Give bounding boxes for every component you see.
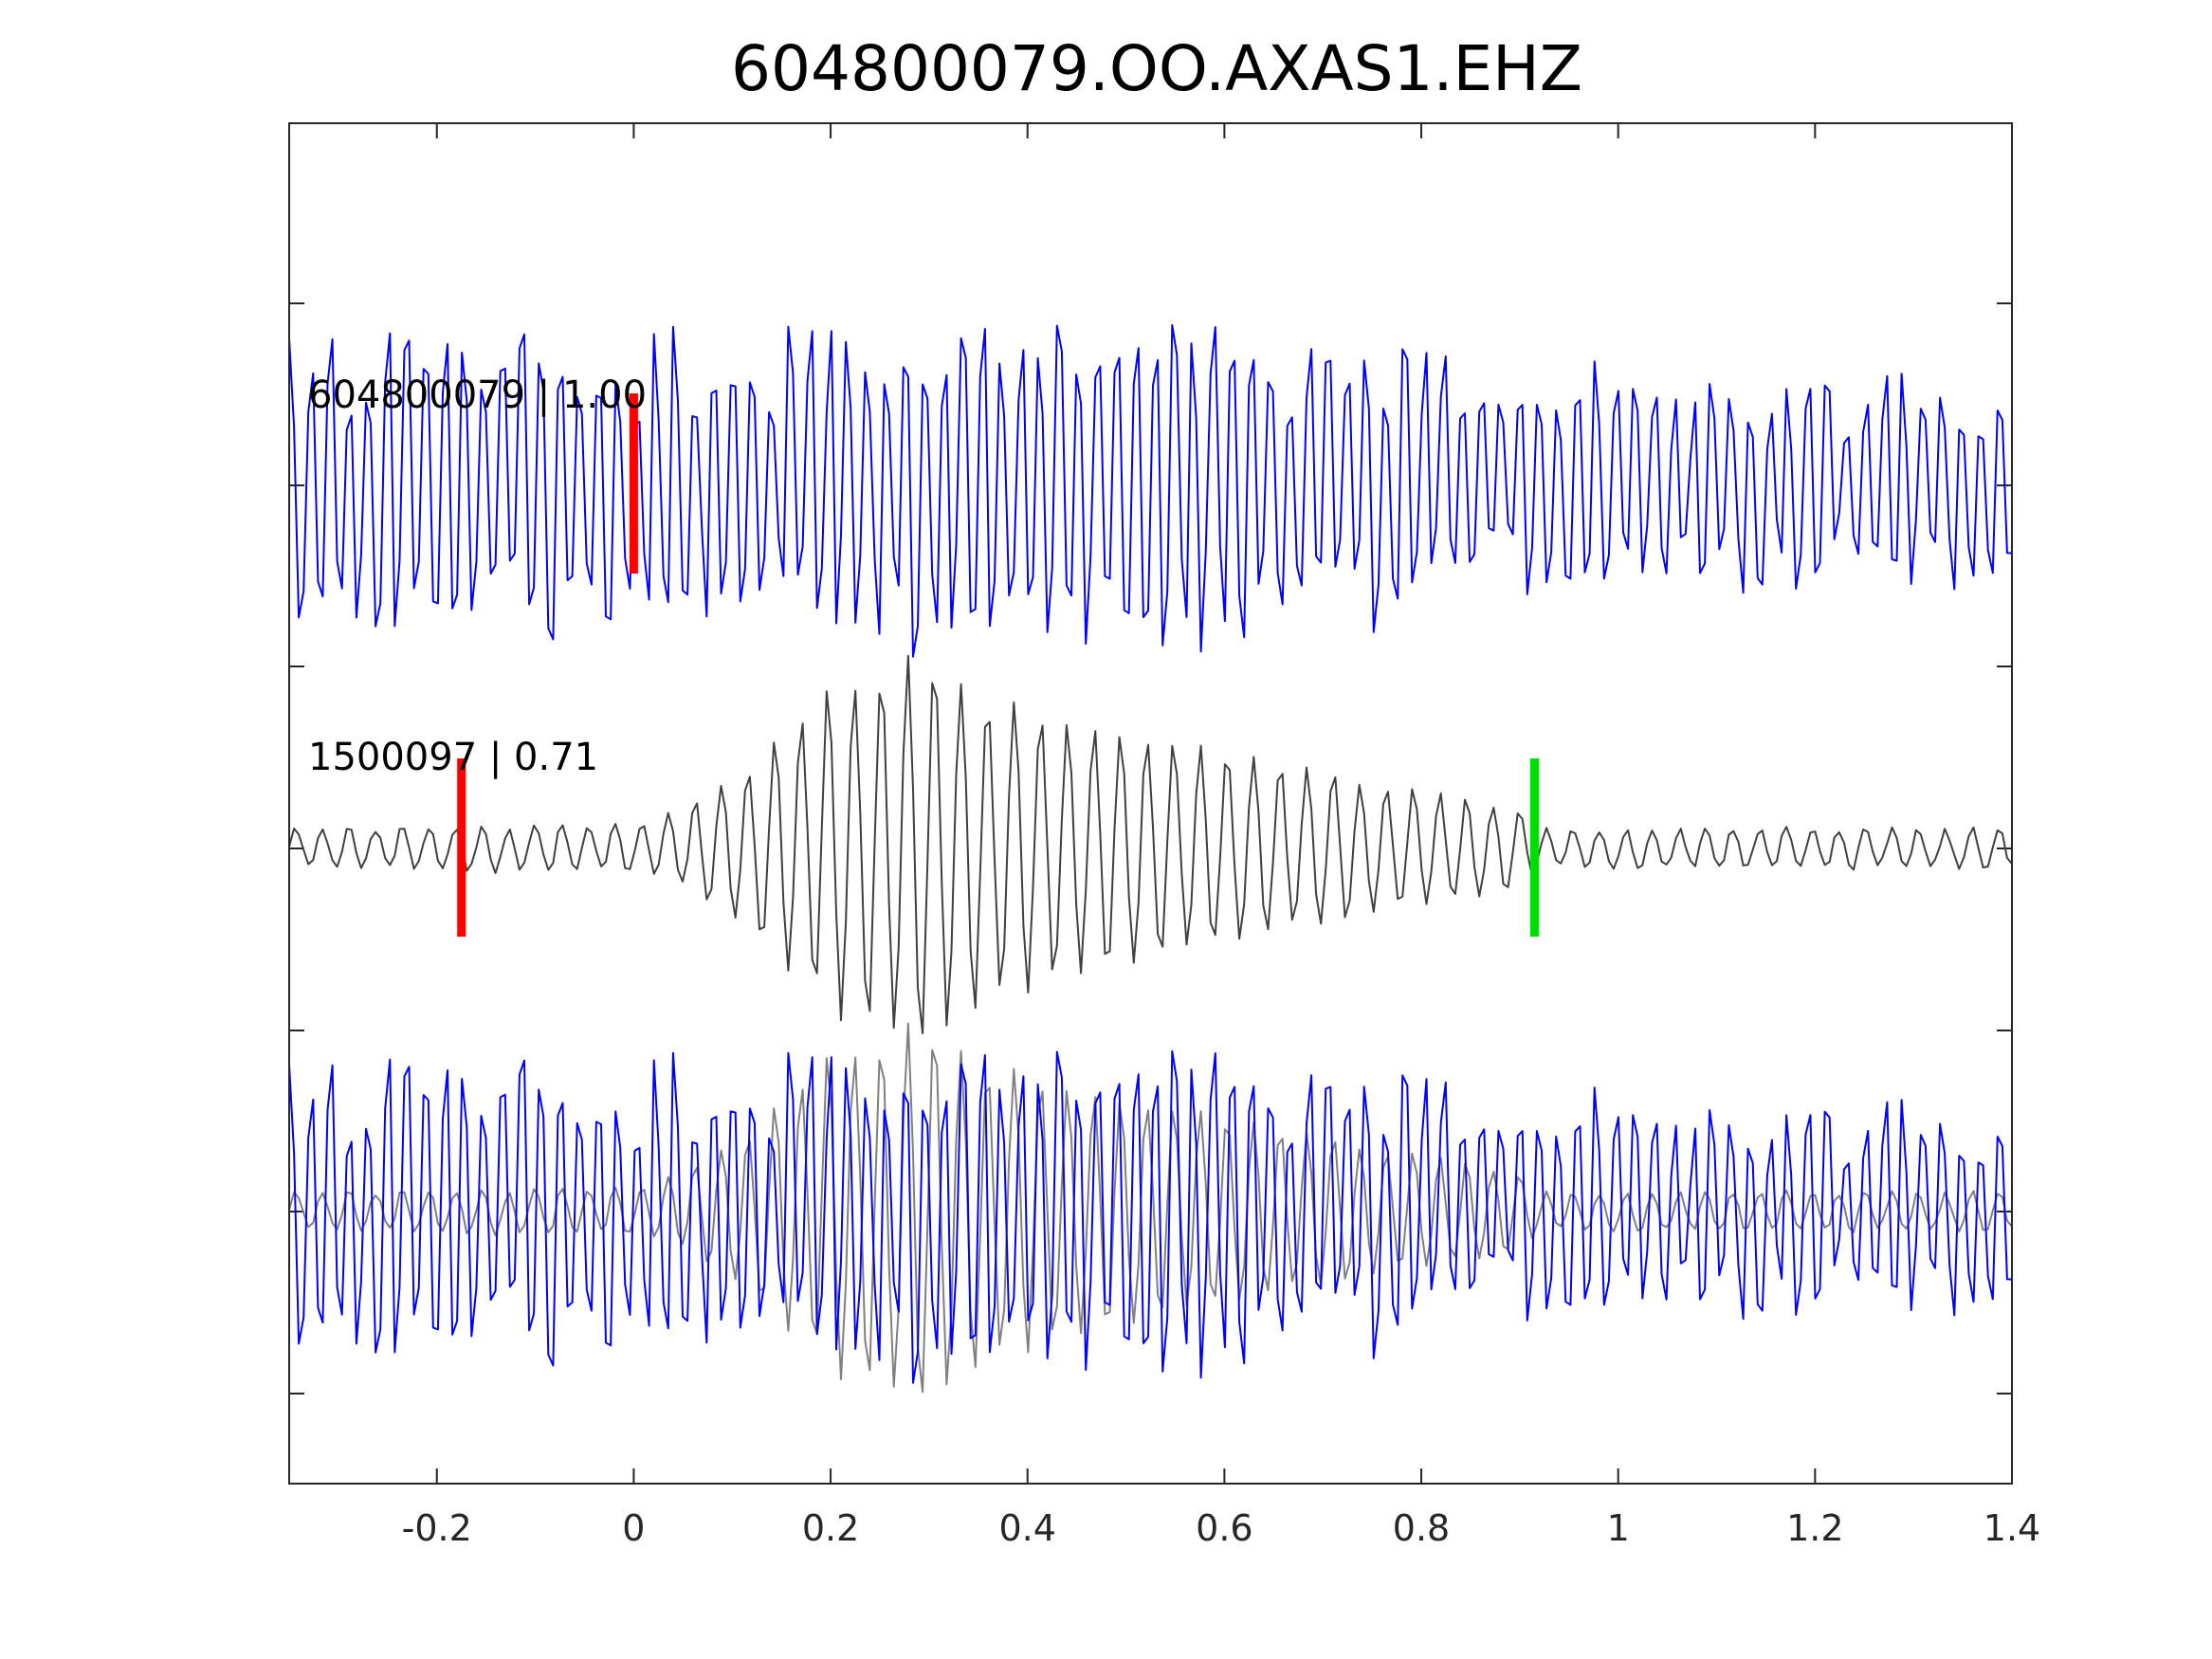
target-trace-line (288, 323, 2013, 658)
trace-label: 604800079 | 1.00 (308, 374, 647, 417)
template-trace-line (288, 654, 2013, 1034)
trace-label: 1500097 | 0.71 (308, 736, 598, 779)
x-tick-label: 0.6 (1196, 1507, 1252, 1549)
traces-group (288, 323, 2013, 1394)
x-tick-label: 1.4 (1983, 1507, 2040, 1549)
x-tick-label: 1 (1607, 1507, 1630, 1549)
trace-labels-group: 604800079 | 1.00 1500097 | 0.71 (308, 374, 647, 779)
x-tick-label: 1.2 (1786, 1507, 1843, 1549)
picks-group (457, 393, 1539, 937)
x-tick-label: 0.2 (802, 1507, 859, 1549)
x-axis: -0.2 0 0.2 0.4 0.6 0.8 1 1.2 1.4 (402, 123, 2040, 1549)
axes-frame (288, 122, 2013, 1485)
y-axis (289, 302, 2012, 1395)
x-tick-label: -0.2 (402, 1507, 472, 1549)
x-tick-label: 0 (622, 1507, 645, 1549)
x-tick-label: 0.4 (998, 1507, 1055, 1549)
x-tick-label: 0.8 (1393, 1507, 1450, 1549)
chart-title: 604800079.OO.AXAS1.EHZ (731, 32, 1582, 105)
target-overlay-line (288, 1049, 2013, 1384)
